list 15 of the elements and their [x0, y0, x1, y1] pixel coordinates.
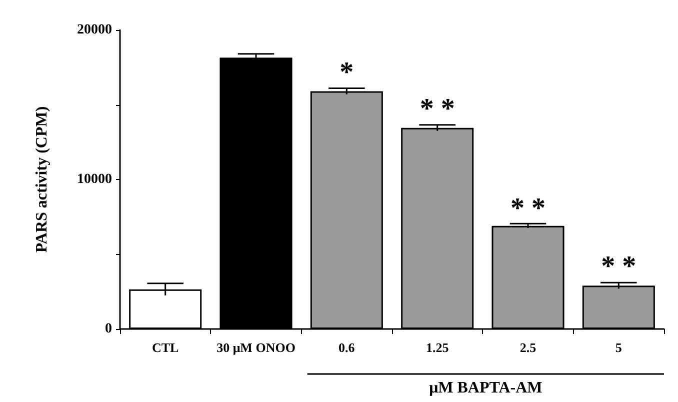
annotation: *	[340, 56, 354, 88]
annotation: * *	[601, 251, 636, 282]
x-tick-label: 1.25	[426, 340, 450, 355]
x-tick-label: CTL	[152, 340, 180, 355]
x-tick-label: 5	[615, 340, 622, 355]
y-tick-label: 0	[105, 322, 112, 336]
annotation: * *	[420, 93, 455, 124]
y-axis-title: PARS activity (CPM)	[34, 106, 50, 253]
x-tick-label: 30 μM ONOO	[216, 340, 296, 355]
annotation: * *	[510, 192, 546, 224]
y-tick-label: 20000	[77, 22, 112, 38]
text: μM BAPTA-AM	[429, 380, 542, 396]
x-tick-label: 2.5	[520, 340, 537, 355]
x-tick-label: 0.6	[338, 340, 356, 355]
y-tick-label: 10000	[77, 172, 112, 187]
